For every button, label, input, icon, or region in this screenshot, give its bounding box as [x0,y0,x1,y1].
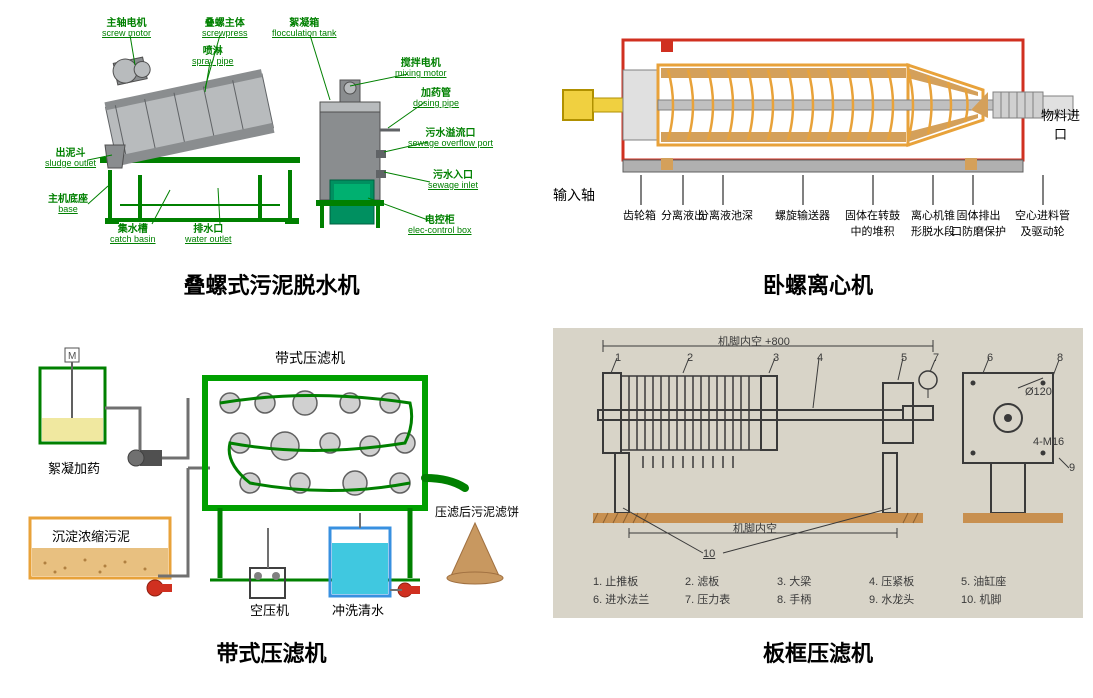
lbl-control-box-en: elec-control box [408,226,472,236]
caption-tl: 叠螺式污泥脱水机 [10,258,533,320]
lbl-mixing-motor-en: mixing motor [395,69,447,79]
lbl-filter-cake: 压滤后污泥滤饼 [435,503,519,520]
lbl-flush-water: 冲洗清水 [332,600,384,619]
panel-belt-filter: M [10,328,533,618]
co-6: 6 [987,352,993,364]
lbl-diameter: Ø120 [1025,386,1052,398]
co-3: 3 [773,352,779,364]
leg-6: 6. 进水法兰 [593,591,685,607]
co-5: 5 [901,352,907,364]
lbl-conveyor: 螺旋输送器 [775,207,830,223]
lbl-dosing-pipe-en: dosing pipe [413,99,459,109]
panel-screw-dewatering: 主轴电机screw motor 叠螺主体screwpress 絮凝箱floccu… [10,10,533,250]
lbl-sludge-outlet-en: sludge outlet [45,159,96,169]
co-8: 8 [1057,352,1063,364]
co-7: 7 [933,352,939,364]
co-10: 10 [703,548,715,560]
co-2: 2 [687,352,693,364]
panel-decanter-centrifuge: 输入轴 物料进口 齿轮箱 分离液出 分离液池深 螺旋输送器 固体在转鼓 中的堆积… [553,10,1083,250]
leg-5: 5. 油缸座 [961,573,1053,589]
lbl-air-compressor: 空压机 [250,600,289,619]
leg-3: 3. 大梁 [777,573,869,589]
lbl-thread: 4-M16 [1033,436,1064,448]
lbl-floc-tank-en: flocculation tank [272,29,337,39]
caption-br: 板框压滤机 [553,626,1083,688]
leg-10: 10. 机脚 [961,591,1053,607]
co-1: 1 [615,352,621,364]
lbl-belt-press-title: 带式压滤机 [275,348,345,368]
leg-8: 8. 手柄 [777,591,869,607]
lbl-base-en: base [48,205,88,215]
lbl-pond-depth: 分离液池深 [698,207,753,223]
lbl-inlet-en: sewage inlet [428,181,478,191]
lbl-solids-buildup: 固体在转鼓 中的堆积 [845,207,900,239]
lbl-spray-pipe-en: spray pipe [192,57,234,67]
leg-9: 9. 水龙头 [869,591,961,607]
lbl-screw-motor-en: screw motor [102,29,151,39]
lbl-flocculant: 絮凝加药 [48,458,100,477]
leg-1: 1. 止推板 [593,573,685,589]
lbl-input-shaft: 输入轴 [553,185,595,205]
lbl-sludge-thickening: 沉淀浓缩污泥 [52,526,130,545]
leg-4: 4. 压紧板 [869,573,961,589]
legend-block: 1. 止推板 2. 滤板 3. 大梁 4. 压紧板 5. 油缸座 6. 进水法兰… [593,573,1053,607]
lbl-conical: 离心机锥 形脱水段 [911,207,955,239]
lbl-top-dim: 机脚内空 +800 [718,333,790,349]
panel-plate-frame-filter: 机脚内空 +800 机脚内空 1 2 3 4 5 6 7 8 9 10 Ø120… [553,328,1083,618]
lbl-wear-protect: 固体排出 口防磨保护 [951,207,1006,239]
lbl-material-inlet: 物料进口 [1038,105,1083,143]
caption-bl: 带式压滤机 [10,626,533,688]
co-9: 9 [1069,462,1075,474]
leg-2: 2. 滤板 [685,573,777,589]
lbl-catch-basin-en: catch basin [110,235,156,245]
lbl-feed-pipe: 空心进料管 及驱动轮 [1015,207,1070,239]
caption-tr: 卧螺离心机 [553,258,1083,320]
lbl-bottom-dim: 机脚内空 [733,520,777,536]
lbl-gearbox: 齿轮箱 [623,207,656,223]
leg-7: 7. 压力表 [685,591,777,607]
lbl-overflow-en: sewage overflow port [408,139,493,149]
lbl-water-outlet-en: water outlet [185,235,232,245]
lbl-screwpress-en: screwpress [202,29,248,39]
svg-text:M: M [68,351,76,362]
co-4: 4 [817,352,823,364]
